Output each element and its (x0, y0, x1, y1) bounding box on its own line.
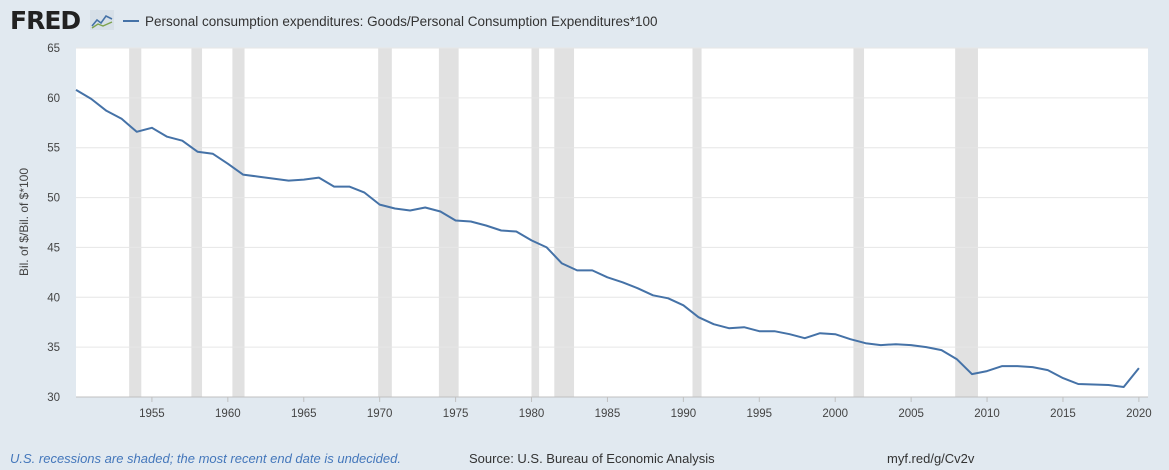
x-tick-label: 1955 (139, 408, 165, 420)
recession-band (692, 48, 702, 397)
x-tick-label: 2020 (1126, 408, 1152, 420)
x-tick-label: 2005 (898, 408, 924, 420)
x-tick-label: 2000 (822, 408, 848, 420)
x-tick-label: 1975 (443, 408, 469, 420)
x-tick-label: 1980 (519, 408, 545, 420)
trend-line-icon (90, 10, 114, 30)
line-chart[interactable]: 30 35 40 45 50 55 60 65 1955 1960 1965 1970 1975 198… (0, 0, 1169, 440)
y-axis-title: Bil. of $/Bil. of $*100 (17, 168, 31, 276)
source-text: Source: U.S. Bureau of Economic Analysis (469, 451, 715, 466)
y-tick-label: 55 (47, 143, 60, 155)
legend-label: Personal consumption expenditures: Goods… (145, 13, 658, 29)
x-tick-label: 2010 (974, 408, 1000, 420)
series-lines (75, 89, 1140, 388)
x-axis-ticks: 1955 1960 1965 1970 1975 1980 1985 1990 1995 2000… (139, 397, 1152, 420)
recession-band (232, 48, 245, 397)
x-tick-label: 1995 (746, 408, 772, 420)
recession-band (378, 48, 392, 397)
recession-band (554, 48, 575, 397)
x-tick-label: 1990 (671, 408, 697, 420)
y-tick-label: 65 (47, 43, 60, 55)
x-tick-label: 1970 (367, 408, 393, 420)
recession-band (129, 48, 142, 397)
y-axis-ticks: 30 35 40 45 50 55 60 65 (47, 43, 60, 404)
chart-header: FRED Personal consumption expenditures: … (0, 0, 1169, 40)
legend-line-swatch (123, 20, 139, 22)
recession-band (531, 48, 540, 397)
x-tick-label: 1965 (291, 408, 317, 420)
series-line[interactable] (75, 89, 1140, 388)
y-tick-label: 45 (47, 242, 60, 254)
recession-band (191, 48, 203, 397)
short-url-link[interactable]: myf.red/g/Cv2v (887, 451, 975, 466)
recession-band (438, 48, 459, 397)
y-tick-label: 40 (47, 292, 60, 304)
x-tick-label: 2015 (1050, 408, 1076, 420)
recession-note: U.S. recessions are shaded; the most rec… (10, 451, 401, 466)
fred-logo[interactable]: FRED (10, 6, 81, 35)
y-tick-label: 50 (47, 193, 60, 205)
y-tick-label: 60 (47, 93, 60, 105)
x-tick-label: 1960 (215, 408, 241, 420)
gridlines (76, 47, 1148, 398)
y-tick-label: 30 (47, 392, 60, 404)
recession-bands (129, 48, 978, 397)
legend[interactable]: Personal consumption expenditures: Goods… (123, 12, 658, 30)
recession-band (853, 48, 865, 397)
recession-band (955, 48, 978, 397)
y-tick-label: 35 (47, 342, 60, 354)
x-tick-label: 1985 (595, 408, 621, 420)
